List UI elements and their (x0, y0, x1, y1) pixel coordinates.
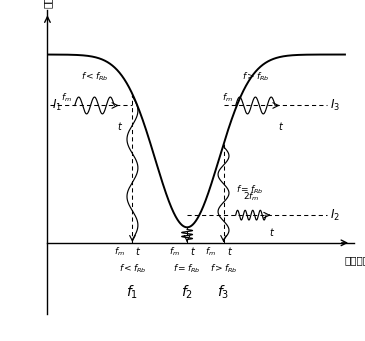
Text: $t$: $t$ (278, 120, 284, 132)
Text: $f_2$: $f_2$ (181, 284, 193, 301)
Text: $f<f_{Rb}$: $f<f_{Rb}$ (81, 71, 108, 83)
Text: $I_2$: $I_2$ (330, 208, 340, 223)
Text: $f_m$: $f_m$ (205, 245, 216, 257)
Text: $f<f_{Rb}$: $f<f_{Rb}$ (119, 263, 146, 275)
Text: $t$: $t$ (117, 120, 123, 132)
Text: $f=f_{Rb}$: $f=f_{Rb}$ (236, 184, 263, 196)
Text: $I_1$: $I_1$ (52, 98, 62, 113)
Text: 微波频率f: 微波频率f (345, 255, 365, 265)
Text: $f=f_{Rb}$: $f=f_{Rb}$ (173, 263, 201, 275)
Text: $t$: $t$ (227, 245, 233, 257)
Text: $t$: $t$ (190, 245, 196, 257)
Text: $2f_m$: $2f_m$ (242, 191, 259, 203)
Text: $t$: $t$ (135, 245, 142, 257)
Text: $f_m$: $f_m$ (61, 92, 72, 104)
Text: 光电流I: 光电流I (42, 0, 53, 8)
Text: $f_m$: $f_m$ (222, 92, 233, 104)
Text: $f>f_{Rb}$: $f>f_{Rb}$ (242, 71, 269, 83)
Text: $I_3$: $I_3$ (330, 98, 340, 113)
Text: $t$: $t$ (269, 226, 275, 238)
Text: $f_m$: $f_m$ (114, 245, 125, 257)
Text: $f>f_{Rb}$: $f>f_{Rb}$ (210, 263, 237, 275)
Text: $f_1$: $f_1$ (126, 284, 138, 301)
Text: $f_m$: $f_m$ (169, 245, 180, 257)
Text: $f_3$: $f_3$ (218, 284, 230, 301)
